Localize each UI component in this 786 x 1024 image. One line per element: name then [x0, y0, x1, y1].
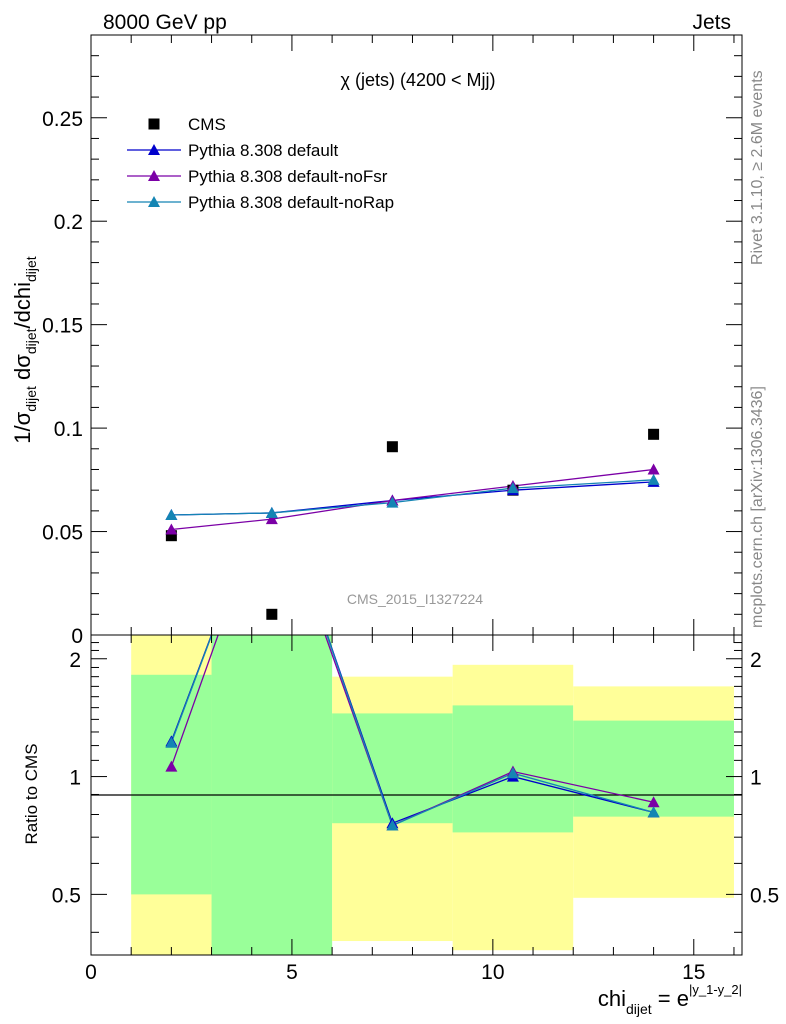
watermark: CMS_2015_I1327224: [347, 591, 483, 607]
y-tick-label: 0.05: [42, 522, 83, 545]
x-tick-label: 10: [481, 961, 504, 984]
legend-label: CMS: [188, 115, 226, 134]
data-point-mc: [386, 496, 399, 508]
series-line: [171, 479, 654, 516]
ratio-ylabel: Ratio to CMS: [22, 743, 41, 844]
ratio-y-tick-label: 0.5: [52, 884, 81, 907]
rivet-label: Rivet 3.1.10, ≥ 2.6M events: [749, 70, 766, 265]
x-tick-label: 0: [85, 961, 97, 984]
ratio-y-tick-label-right: 1: [750, 767, 762, 790]
legend-marker: [148, 144, 160, 155]
x-tick-label: 15: [682, 961, 705, 984]
data-point-mc: [506, 482, 519, 494]
ratio-point: [647, 796, 660, 808]
legend-label: Pythia 8.308 default: [188, 141, 339, 160]
y-tick-label: 0.2: [54, 211, 83, 234]
uncertainty-band-green: [332, 713, 453, 824]
legend-label: Pythia 8.308 default-noRap: [188, 193, 394, 212]
legend-label: Pythia 8.308 default-noFsr: [188, 167, 388, 186]
data-point-mc: [647, 463, 660, 475]
ratio-frame: [90, 634, 743, 956]
x-tick-label: 5: [286, 961, 298, 984]
header-right: Jets: [692, 11, 731, 34]
ratio-y-tick-label-right: 2: [750, 649, 762, 672]
data-point-mc: [165, 509, 178, 520]
data-point-cms: [648, 428, 660, 440]
mcplots-label: mcplots.cern.ch [arXiv:1306.3436]: [749, 386, 766, 628]
main-ylabel: 1/σdijet dσdijet/dchidijet: [10, 256, 39, 444]
ratio-point: [647, 806, 660, 818]
ratio-point: [165, 760, 178, 772]
y-tick-label: 0.1: [54, 418, 83, 441]
legend-marker: [148, 170, 160, 181]
data-point-mc: [265, 506, 278, 518]
ratio-point: [506, 767, 519, 779]
legend-marker: [148, 118, 160, 130]
legend-marker: [148, 196, 160, 207]
ratio-point: [165, 736, 178, 748]
data-point-cms: [165, 530, 177, 542]
data-point-mc: [165, 523, 178, 535]
main-title: χ (jets) (4200 < Mjj): [341, 70, 496, 90]
ratio-xlabel: chidijet = e|y_1-y_2|: [598, 982, 742, 1017]
data-point-cms: [266, 608, 278, 620]
legend: CMS Pythia 8.308 default Pythia 8.308 defa…: [127, 115, 394, 212]
main-panel: χ (jets) (4200 < Mjj) CMS_2015_I1327224 …: [10, 34, 743, 648]
data-point-cms: [386, 441, 398, 453]
ratio-point: [386, 819, 399, 831]
series-line: [171, 468, 654, 531]
y-tick-label: 0: [71, 625, 83, 648]
y-tick-label: 0.25: [42, 108, 83, 131]
ratio-y-tick-label: 1: [69, 767, 81, 790]
header-left: 8000 GeV pp: [103, 11, 227, 34]
y-tick-label: 0.15: [42, 315, 83, 338]
data-point-mc: [265, 513, 278, 525]
ratio-y-tick-label-right: 0.5: [750, 884, 779, 907]
ratio-panel: 0.5 0.5 1 1 2 2 0 5 10 15 Ratio to CMS chidijet =…: [22, 634, 779, 1017]
ratio-y-tick-label: 2: [69, 649, 81, 672]
uncertainty-band-green: [131, 674, 212, 895]
data-point-mc: [647, 473, 660, 485]
